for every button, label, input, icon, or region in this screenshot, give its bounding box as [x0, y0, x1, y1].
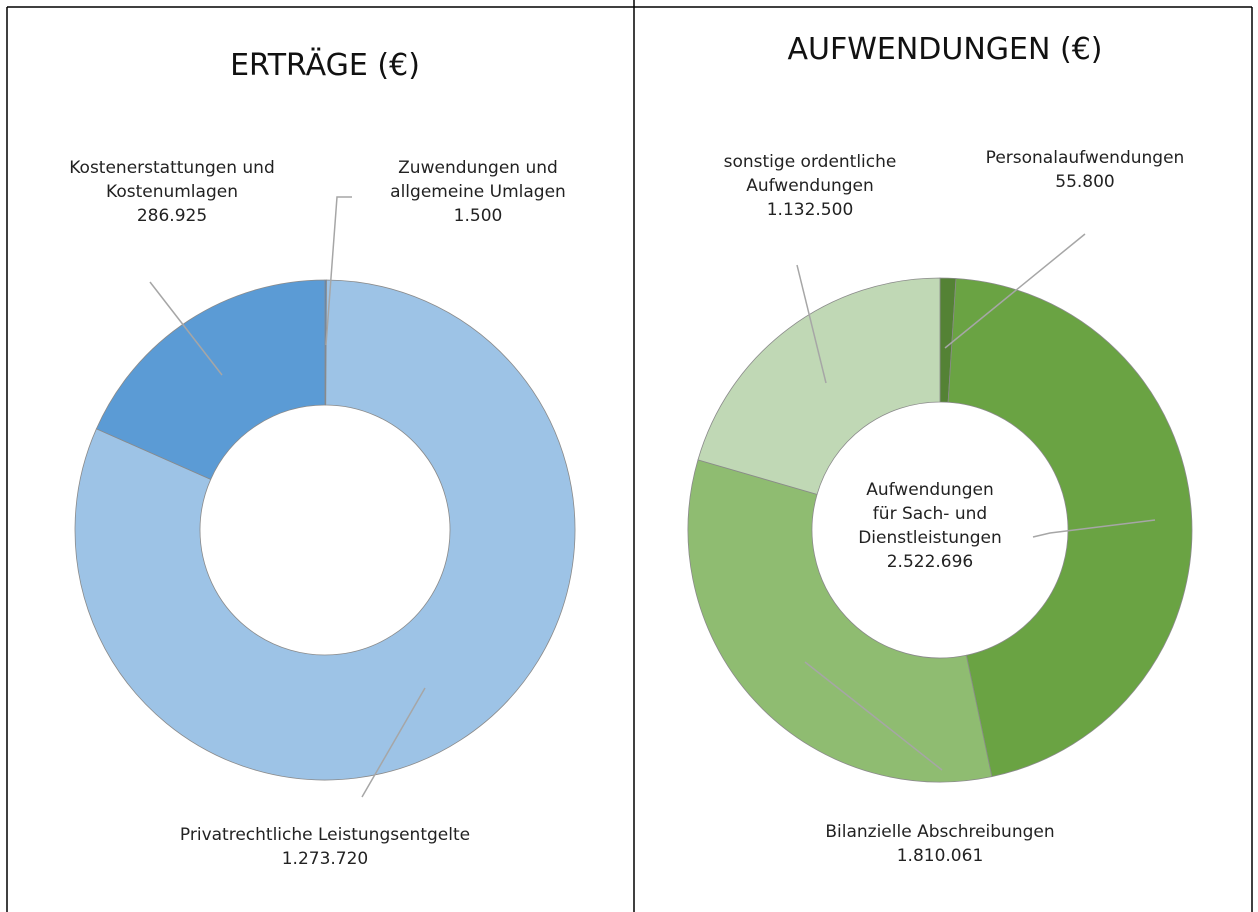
donut-segment	[95, 279, 326, 480]
data-label: Privatrechtliche Leistungsentgelte 1.273.…	[180, 823, 470, 871]
category-label: sonstige ordentliche Aufwendungen	[723, 152, 897, 196]
leader-line	[149, 281, 223, 376]
leader-line	[361, 687, 426, 798]
donut-segment	[687, 459, 993, 783]
chart-title: AUFWENDUNGEN (€)	[787, 32, 1103, 67]
value-label: 286.925	[136, 206, 208, 226]
category-label: Personalaufwendungen	[985, 148, 1185, 168]
data-label: Kostenerstattungen und Kostenumlagen 286.…	[69, 156, 275, 228]
category-label: Privatrechtliche Leistungsentgelte	[179, 825, 471, 845]
donut-segment	[74, 279, 576, 781]
value-label: 1.810.061	[896, 846, 984, 866]
leader-line	[944, 233, 1086, 349]
data-label: Personalaufwendungen 55.800	[986, 146, 1185, 194]
donut-segment	[697, 277, 941, 495]
chart-title: ERTRÄGE (€)	[230, 48, 420, 83]
value-label: 1.132.500	[766, 200, 854, 220]
leader-line	[1032, 519, 1156, 538]
value-label: 2.522.696	[886, 552, 974, 572]
value-label: 55.800	[1055, 172, 1115, 192]
value-label: 1.500	[453, 206, 503, 226]
leader-line	[804, 661, 943, 771]
category-label: Zuwendungen und allgemeine Umlagen	[390, 158, 566, 202]
leader-line	[796, 264, 827, 384]
donut-segment	[947, 278, 1193, 778]
data-label: Zuwendungen und allgemeine Umlagen 1.500	[390, 156, 566, 228]
data-label: Aufwendungen für Sach- und Dienstleistun…	[858, 478, 1002, 574]
data-label: Bilanzielle Abschreibungen 1.810.061	[825, 820, 1054, 868]
category-label: Aufwendungen für Sach- und Dienstleistun…	[858, 480, 1002, 548]
data-label: sonstige ordentliche Aufwendungen 1.132.5…	[724, 150, 897, 222]
category-label: Kostenerstattungen und Kostenumlagen	[69, 158, 275, 202]
category-label: Bilanzielle Abschreibungen	[825, 822, 1055, 842]
leader-line	[325, 196, 352, 346]
value-label: 1.273.720	[281, 849, 369, 869]
